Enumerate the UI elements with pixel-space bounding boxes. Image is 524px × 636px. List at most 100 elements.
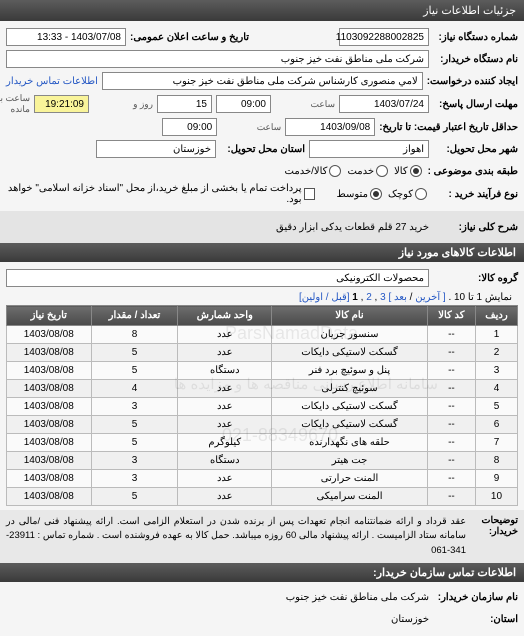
table-row[interactable]: 5--گسکت لاستیکی دایکاتعدد31403/08/08 (7, 398, 518, 416)
table-cell: دستگاه (178, 362, 272, 380)
process-label: نوع فرآیند خرید : (433, 189, 518, 200)
table-cell: گسکت لاستیکی دایکات (272, 416, 428, 434)
table-row[interactable]: 10--المنت سرامیکیعدد51403/08/08 (7, 488, 518, 506)
table-cell: 3 (91, 398, 178, 416)
table-cell: 3 (91, 452, 178, 470)
table-cell: 2 (475, 344, 517, 362)
table-header: نام کالا (272, 306, 428, 326)
notes-section: توضیحات خریدار: عقد قرداد و ارائه ضمانتن… (0, 510, 524, 563)
time-label-2: ساعت (221, 122, 281, 133)
remain-label: ساعت باقی مانده (0, 93, 30, 115)
org-value: شرکت ملی مناطق نفت خیز جنوب (286, 592, 429, 603)
table-cell: -- (427, 434, 475, 452)
pager-first[interactable]: [قبل / اولین] (299, 292, 350, 303)
table-cell: عدد (178, 416, 272, 434)
system-num-label: شماره دستگاه نیاز: (433, 32, 518, 43)
table-cell: -- (427, 398, 475, 416)
deadline-label: مهلت ارسال پاسخ: (433, 99, 518, 110)
table-cell: 1403/08/08 (7, 452, 92, 470)
table-cell: 5 (91, 416, 178, 434)
pager-last[interactable]: [ آخرین (415, 292, 445, 303)
table-row[interactable]: 7--حلقه های نگهدارندهکیلوگرم51403/08/08 (7, 434, 518, 452)
radio-dot-icon (370, 188, 382, 200)
table-cell: 10 (475, 488, 517, 506)
table-cell: جت هیتر (272, 452, 428, 470)
panel-title: جزئیات اطلاعات نیاز (423, 5, 516, 17)
table-row[interactable]: 9--المنت حرارتیعدد31403/08/08 (7, 470, 518, 488)
table-cell: 1403/08/08 (7, 470, 92, 488)
table-cell: 3 (475, 362, 517, 380)
footer-prov-label: استان: (433, 614, 518, 625)
table-cell: -- (427, 362, 475, 380)
table-row[interactable]: 2--گسکت لاستیکی دایکاتعدد51403/08/08 (7, 344, 518, 362)
table-cell: -- (427, 470, 475, 488)
group-label: گروه کالا: (433, 273, 518, 284)
creator-label: ایجاد کننده درخواست: (427, 76, 518, 87)
system-num-value: 1103092288002825 (339, 28, 429, 46)
pager: نمایش 1 تا 10 . [ آخرین / بعد ] 3 , 2 , … (6, 290, 518, 305)
table-cell: عدد (178, 470, 272, 488)
table-cell: -- (427, 416, 475, 434)
table-cell: 1403/08/08 (7, 398, 92, 416)
table-cell: 5 (91, 344, 178, 362)
table-row[interactable]: 8--جت هیتردستگاه31403/08/08 (7, 452, 518, 470)
radio-empty-icon (329, 165, 341, 177)
table-cell: 5 (91, 488, 178, 506)
table-header: تعداد / مقدار (91, 306, 178, 326)
org-label: نام سازمان خریدار: (433, 592, 518, 603)
table-cell: 5 (91, 362, 178, 380)
city-label: شهر محل تحویل: (433, 144, 518, 155)
table-cell: 8 (475, 452, 517, 470)
radio-small[interactable]: کوچک (388, 188, 427, 200)
table-cell: 4 (91, 380, 178, 398)
items-table: ردیفکد کالانام کالاواحد شمارشتعداد / مقد… (6, 305, 518, 506)
table-cell: سوئیچ کنترلی (272, 380, 428, 398)
items-table-wrap: ParsNamadData سامانه اطلاع رسانی مناقصه … (6, 305, 518, 506)
table-row[interactable]: 3--پنل و سوئیچ برد فنردستگاه51403/08/08 (7, 362, 518, 380)
table-cell: 5 (475, 398, 517, 416)
table-header: واحد شمارش (178, 306, 272, 326)
notes-text: عقد قرداد و ارائه ضمانتنامه انجام تعهدات… (6, 515, 466, 558)
table-cell: 1403/08/08 (7, 380, 92, 398)
announce-value: 1403/07/08 - 13:33 (6, 28, 126, 46)
table-cell: 7 (475, 434, 517, 452)
table-cell: پنل و سوئیچ برد فنر (272, 362, 428, 380)
table-header: تاریخ نیاز (7, 306, 92, 326)
table-cell: -- (427, 326, 475, 344)
table-cell: 1403/08/08 (7, 416, 92, 434)
check-payment[interactable]: پرداخت تمام یا بخشی از مبلغ خرید،از محل … (6, 183, 315, 205)
radio-kala[interactable]: کالا (394, 165, 422, 177)
table-row[interactable]: 1--سنسور جریانعدد81403/08/08 (7, 326, 518, 344)
radio-medium[interactable]: متوسط (337, 188, 382, 200)
table-cell: 6 (475, 416, 517, 434)
table-cell: گسکت لاستیکی دایکات (272, 398, 428, 416)
table-cell: -- (427, 452, 475, 470)
page-3[interactable]: 3 (380, 292, 386, 303)
details-section: شماره دستگاه نیاز: 1103092288002825 تاری… (0, 21, 524, 211)
buyer-value: شرکت ملی مناطق نفت خیز جنوب (6, 50, 429, 68)
page-2[interactable]: 2 (366, 292, 372, 303)
radio-empty-icon (376, 165, 388, 177)
table-cell: المنت سرامیکی (272, 488, 428, 506)
table-cell: 8 (91, 326, 178, 344)
pager-next[interactable]: بعد ] (388, 292, 406, 303)
table-cell: -- (427, 380, 475, 398)
province-label: استان محل تحویل: (220, 144, 305, 155)
table-cell: عدد (178, 488, 272, 506)
table-cell: 1403/08/08 (7, 362, 92, 380)
notes-label: توضیحات خریدار: (470, 515, 518, 558)
table-cell: عدد (178, 398, 272, 416)
table-row[interactable]: 4--سوئیچ کنترلیعدد41403/08/08 (7, 380, 518, 398)
table-header: کد کالا (427, 306, 475, 326)
need-title-label: شرح کلی نیاز: (433, 222, 518, 233)
table-cell: گسکت لاستیکی دایکات (272, 344, 428, 362)
radio-khadamat[interactable]: خدمت (347, 165, 388, 177)
creator-value: لامي منصوری کارشناس شرکت ملی مناطق نفت خ… (102, 72, 423, 90)
table-row[interactable]: 6--گسکت لاستیکی دایکاتعدد51403/08/08 (7, 416, 518, 434)
table-cell: عدد (178, 344, 272, 362)
radio-dot-icon (410, 165, 422, 177)
radio-kala-khadamat[interactable]: کالا/خدمت (285, 165, 342, 177)
table-cell: -- (427, 344, 475, 362)
contact-link[interactable]: اطلاعات تماس خریدار (6, 76, 98, 87)
table-cell: 1403/08/08 (7, 434, 92, 452)
